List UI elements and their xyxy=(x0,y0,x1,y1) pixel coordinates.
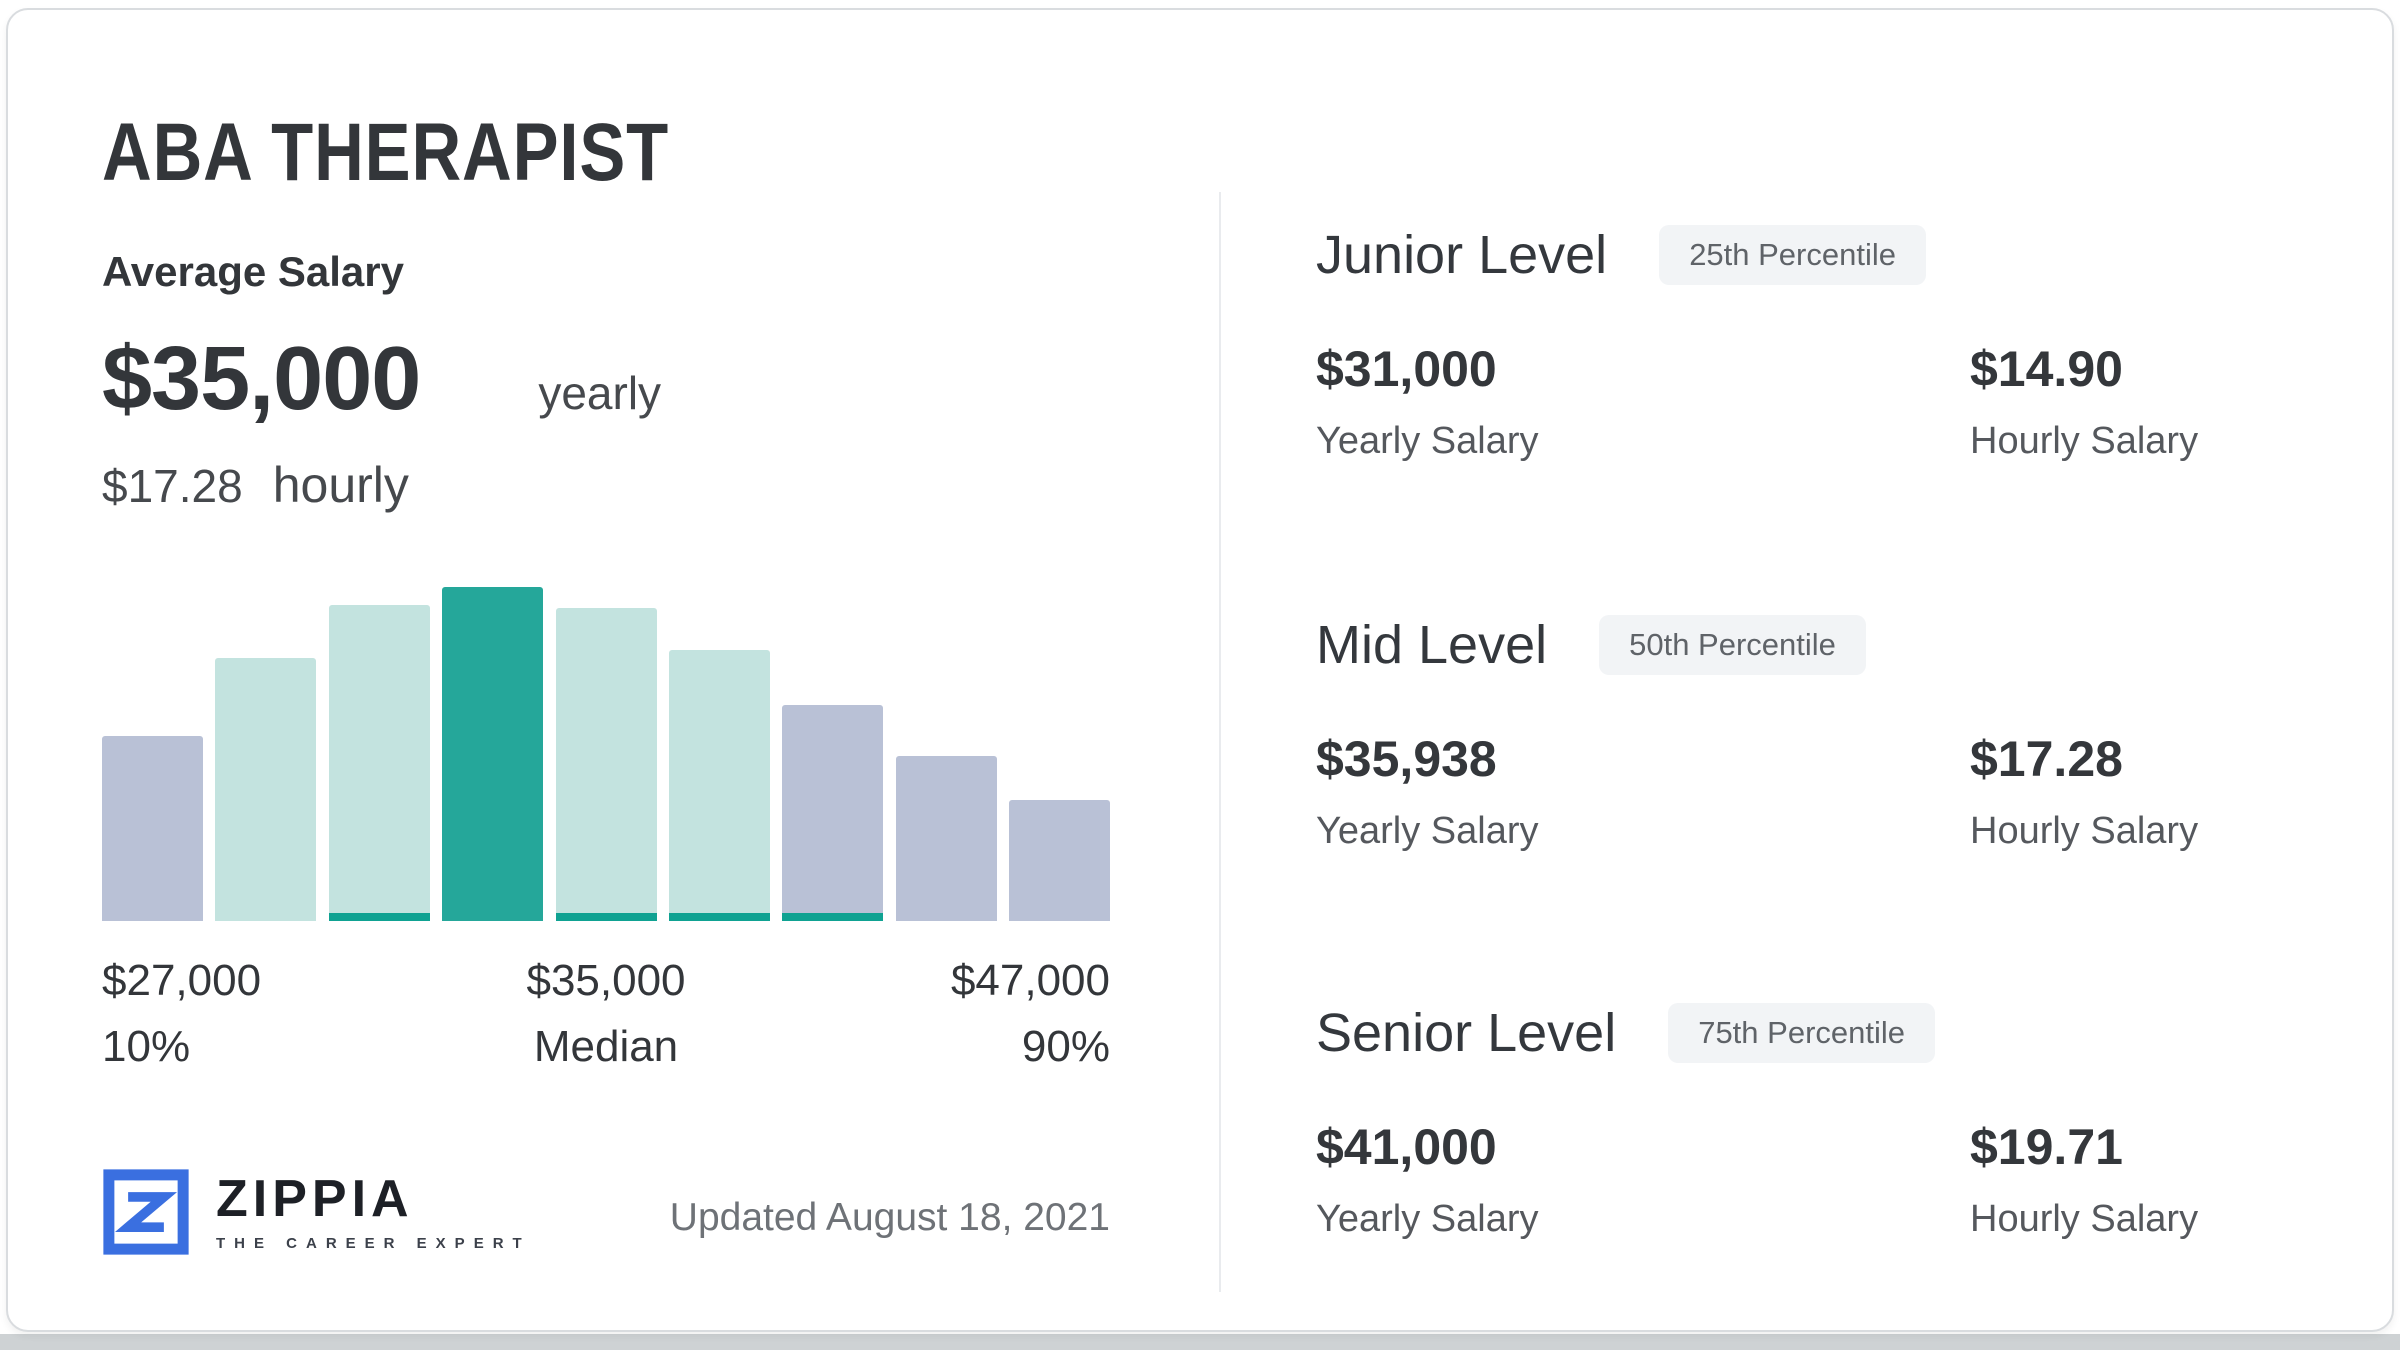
percentile-badge-mid: 50th Percentile xyxy=(1599,615,1866,676)
tick-value-median: $35,000 xyxy=(526,956,686,1005)
mid-hourly-value: $17.28 xyxy=(1970,731,2123,788)
histogram-bar xyxy=(895,756,997,921)
panel-divider xyxy=(1219,192,1221,1292)
histogram-tick-values: $27,000 $35,000 $47,000 xyxy=(102,956,1110,1006)
yearly-salary-value: $35,000 xyxy=(102,329,421,429)
hourly-salary-unit: hourly xyxy=(272,457,409,513)
junior-hourly-label: Hourly Salary xyxy=(1970,420,2199,463)
histogram-bar xyxy=(328,605,430,921)
hourly-salary-value: $17.28 xyxy=(102,460,243,512)
percentile-badge-junior: 25th Percentile xyxy=(1659,225,1926,286)
histogram-bar xyxy=(215,658,317,921)
zippia-logo-tagline: THE CAREER EXPERT xyxy=(216,1234,531,1252)
mid-yearly-label: Yearly Salary xyxy=(1316,810,1539,853)
level-name-senior: Senior Level xyxy=(1316,1003,1617,1063)
salary-histogram xyxy=(102,585,1110,921)
senior-hourly-value: $19.71 xyxy=(1970,1119,2123,1176)
zippia-logo: ZIPPIA THE CAREER EXPERT xyxy=(102,1168,531,1256)
tick-label-10th: 10% xyxy=(102,1022,191,1071)
infographic-card: ABA THERAPIST Average Salary $35,000 yea… xyxy=(6,8,2394,1332)
senior-hourly-label: Hourly Salary xyxy=(1970,1198,2199,1241)
tick-label-90th: 90% xyxy=(1021,1022,1110,1071)
histogram-bar xyxy=(442,587,544,921)
level-section-mid: Mid Level 50th Percentile $35,938 $17.28… xyxy=(1316,610,2276,853)
histogram-bar xyxy=(555,608,657,921)
tick-value-10th: $27,000 xyxy=(102,956,262,1005)
zippia-logo-wordmark: ZIPPIA xyxy=(216,1170,414,1229)
tick-label-median: Median xyxy=(533,1022,679,1071)
junior-yearly-label: Yearly Salary xyxy=(1316,420,1539,463)
percentile-badge-senior: 75th Percentile xyxy=(1668,1003,1936,1064)
junior-yearly-value: $31,000 xyxy=(1316,341,1497,398)
histogram-bar xyxy=(102,736,203,921)
yearly-salary-row: $35,000 yearly xyxy=(102,328,661,431)
page-title: ABA THERAPIST xyxy=(102,107,670,198)
level-section-junior: Junior Level 25th Percentile $31,000 $14… xyxy=(1316,220,2276,463)
average-salary-label: Average Salary xyxy=(102,248,404,295)
hourly-salary-row: $17.28 hourly xyxy=(102,456,409,514)
mid-yearly-value: $35,938 xyxy=(1316,731,1497,788)
updated-date: Updated August 18, 2021 xyxy=(669,1196,1110,1239)
mid-hourly-label: Hourly Salary xyxy=(1970,810,2199,853)
tick-value-90th: $47,000 xyxy=(950,956,1110,1005)
senior-yearly-label: Yearly Salary xyxy=(1316,1198,1539,1241)
level-section-senior: Senior Level 75th Percentile $41,000 $19… xyxy=(1316,998,2276,1241)
senior-yearly-value: $41,000 xyxy=(1316,1119,1497,1176)
histogram-bar xyxy=(782,705,884,921)
zippia-logo-icon xyxy=(103,1169,189,1255)
histogram-bar xyxy=(1009,800,1110,921)
level-name-junior: Junior Level xyxy=(1316,225,1608,285)
histogram-tick-labels: 10% Median 90% xyxy=(102,1022,1110,1072)
page-background-strip xyxy=(0,1334,2400,1350)
histogram-bar xyxy=(668,650,770,921)
yearly-salary-unit: yearly xyxy=(538,367,662,419)
junior-hourly-value: $14.90 xyxy=(1970,341,2123,398)
level-name-mid: Mid Level xyxy=(1316,615,1548,675)
